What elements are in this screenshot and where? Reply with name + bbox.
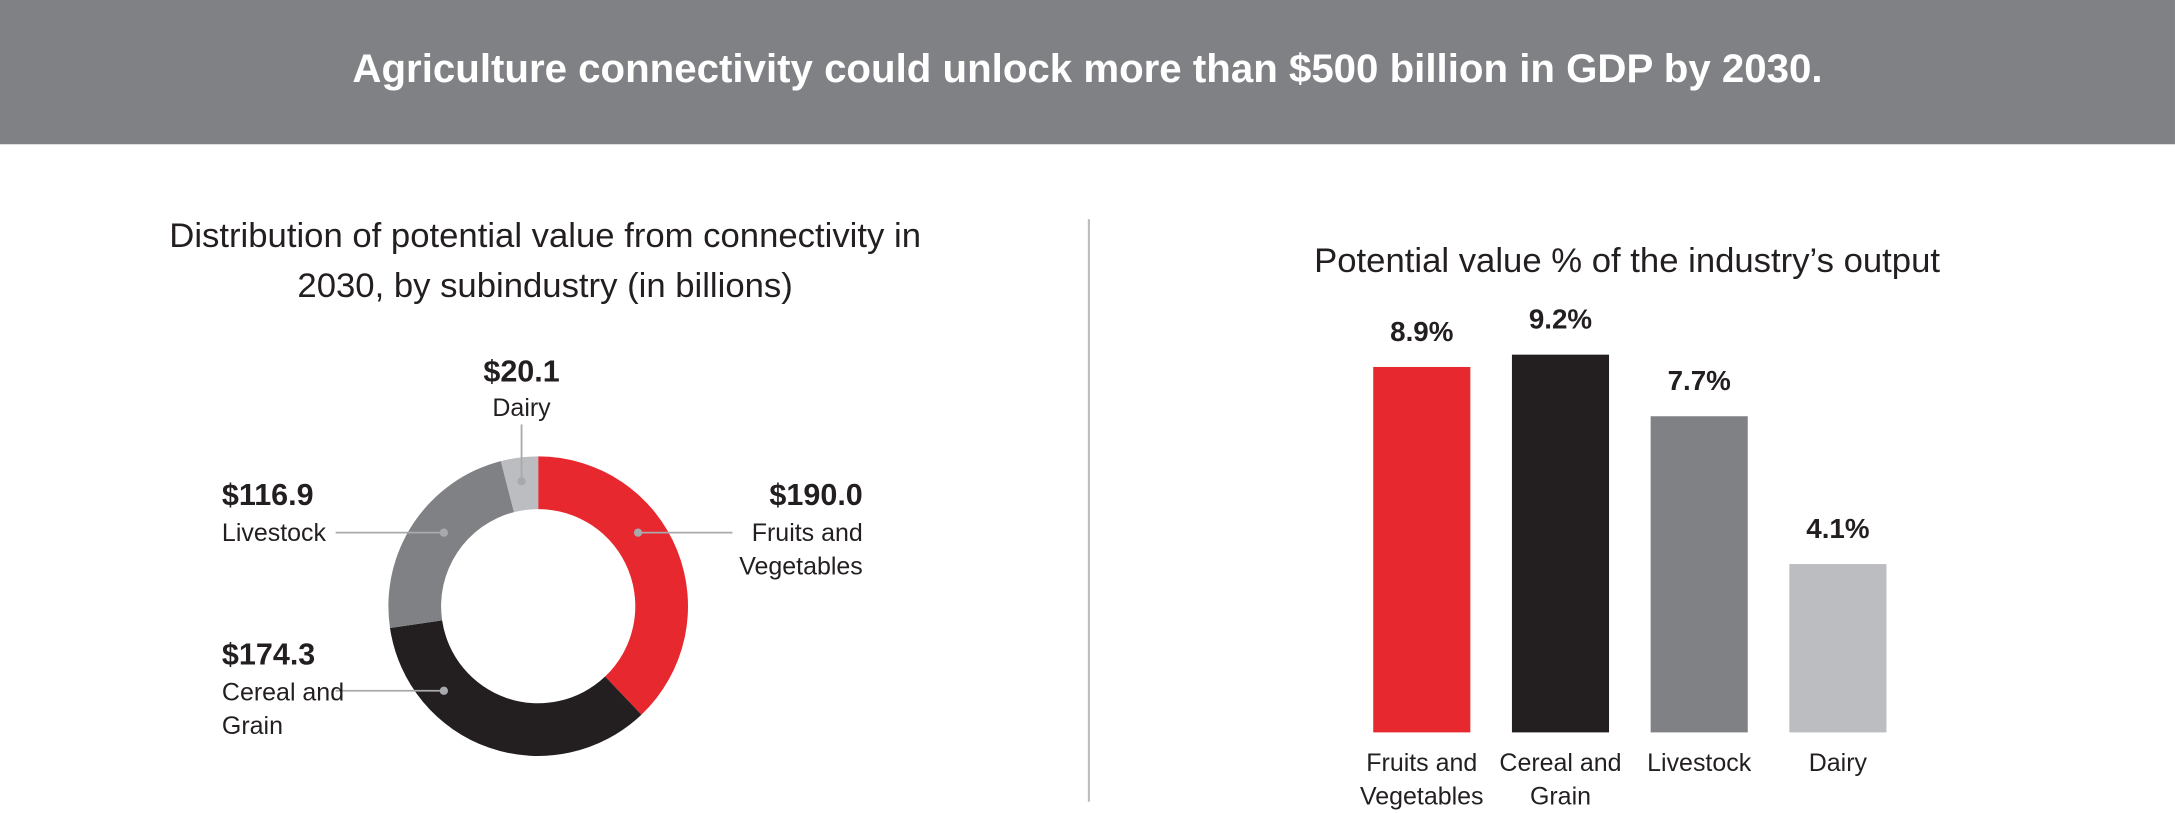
category-label: Fruits and Vegetables: [739, 518, 863, 580]
leader-dot: [439, 528, 449, 537]
donut-title: Distribution of potential value from con…: [169, 216, 921, 306]
value-label: $174.3: [221, 636, 316, 672]
category-label: Cereal and Grain: [221, 678, 345, 740]
donut-segment: [388, 461, 514, 629]
leader-dot: [439, 686, 449, 695]
bar-value-label: 8.9%: [1390, 317, 1454, 348]
bar-value-label: 9.2%: [1528, 304, 1593, 336]
leader-dot: [517, 477, 526, 486]
leader-dot: [633, 528, 643, 537]
header-band: [0, 0, 2175, 145]
bar: [1373, 366, 1471, 733]
bar-value-label: 4.1%: [1806, 514, 1870, 545]
x-tick-label: Cereal and Grain: [1499, 749, 1622, 811]
value-label: $20.1: [483, 353, 560, 389]
page-title: Agriculture connectivity could unlock mo…: [352, 47, 1823, 92]
x-tick-label: Dairy: [1808, 749, 1868, 777]
value-label: $190.0: [769, 477, 863, 512]
donut-segment: [389, 620, 642, 756]
x-tick-label: Fruits and Vegetables: [1359, 749, 1484, 811]
donut-segment: [538, 456, 689, 715]
value-label: $116.9: [221, 477, 314, 512]
bar-value-label: 7.7%: [1667, 366, 1731, 397]
bar: [1650, 416, 1748, 733]
x-tick-label: Livestock: [1647, 749, 1752, 777]
bar-title: Potential value % of the industry’s outp…: [1314, 241, 1941, 281]
bar: [1511, 354, 1610, 733]
category-label: Dairy: [492, 393, 551, 422]
bar: [1789, 564, 1887, 733]
category-label: Livestock: [221, 518, 327, 547]
